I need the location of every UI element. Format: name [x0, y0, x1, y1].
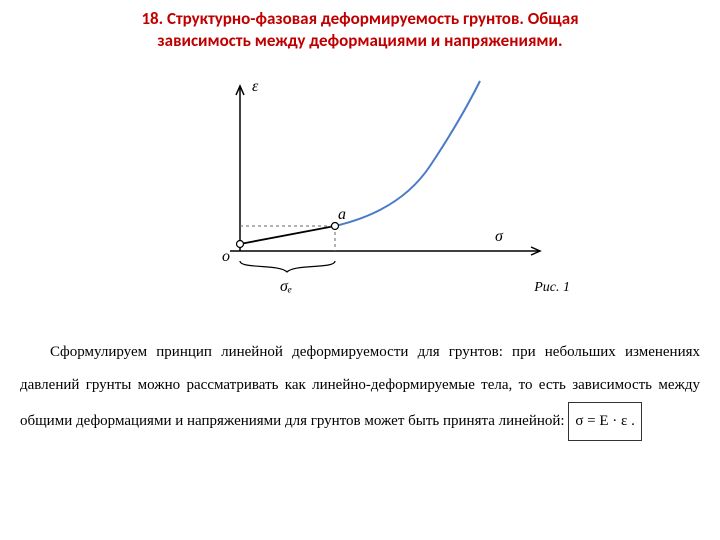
point-a-label: a — [338, 206, 346, 223]
curve — [335, 81, 480, 226]
x-axis-label: σ — [495, 228, 504, 245]
origin-label: o — [222, 248, 230, 265]
paragraph: Сформулируем принцип линейной деформируе… — [0, 306, 720, 441]
y-axis-label: ε — [252, 78, 259, 95]
sigma-e-label: σₑ — [280, 278, 292, 295]
origin-point — [237, 241, 244, 248]
formula: σ = E · ε . — [568, 402, 642, 441]
title-line-2: зависимость между деформациями и напряже… — [157, 30, 562, 51]
point-a — [332, 223, 339, 230]
chart-svg: ε σ o a σₑ — [160, 71, 560, 301]
figure-caption: Рис. 1 — [534, 280, 570, 296]
brace — [240, 261, 335, 272]
title-line-1: 18. Структурно-фазовая деформируемость г… — [141, 8, 578, 29]
linear-segment — [240, 226, 335, 244]
page-title: 18. Структурно-фазовая деформируемость г… — [0, 0, 720, 56]
stress-strain-chart: ε σ o a σₑ — [160, 71, 560, 301]
